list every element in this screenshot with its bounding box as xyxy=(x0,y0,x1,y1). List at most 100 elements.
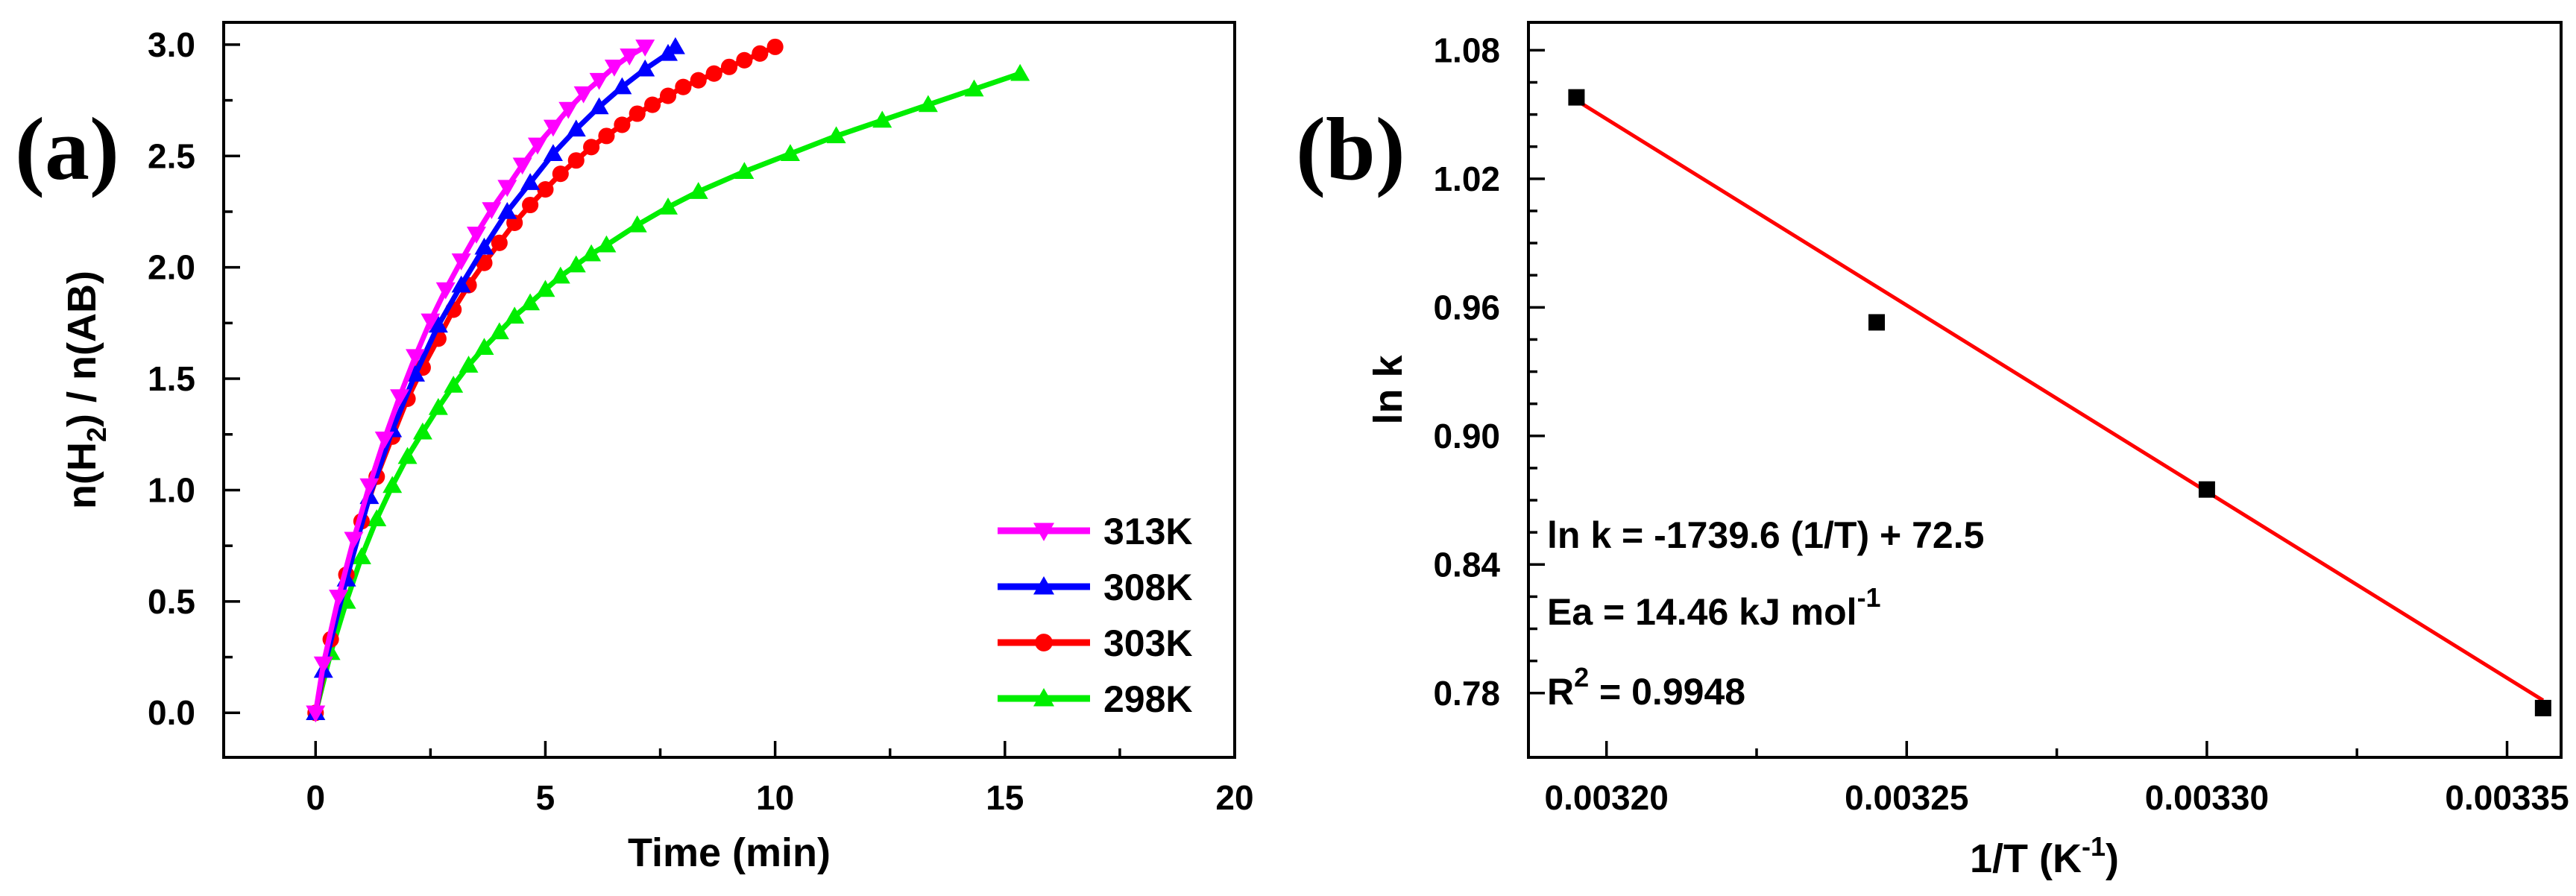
data-point-298K xyxy=(444,376,464,393)
series-line-308K xyxy=(312,45,678,713)
data-point-303K xyxy=(659,87,677,104)
panel-a-legend: 313K 308K 303K 298K xyxy=(998,511,1193,720)
series-298K xyxy=(306,63,1030,720)
data-point-308K xyxy=(543,144,563,162)
data-point-ln-k xyxy=(2534,699,2551,716)
panel-a-x-ticks: 0 5 10 15 20 xyxy=(306,741,1254,817)
panel-b-x-ticks: 0.00320 0.00325 0.00330 0.00335 xyxy=(1545,741,2569,817)
legend-swatch-marker xyxy=(1033,523,1054,541)
panel-a-plot-frame xyxy=(222,21,1236,759)
series-303K xyxy=(307,38,784,722)
data-point-313K xyxy=(635,40,655,57)
data-point-303K xyxy=(583,139,600,156)
panel-a-y-tick-label: 3.0 xyxy=(148,25,195,64)
panel-a-y-tick-label: 2.0 xyxy=(148,248,195,287)
panel-a-x-tick-label: 0 xyxy=(306,778,325,817)
panel-a-x-tick-label: 10 xyxy=(756,778,794,817)
data-point-298K xyxy=(550,266,570,284)
data-point-303K xyxy=(752,45,769,62)
panel-a-y-tick-label: 1.5 xyxy=(148,359,195,398)
legend-entry-308K: 308K xyxy=(998,567,1193,608)
panel-a-y-tick-label: 2.5 xyxy=(148,136,195,175)
data-point-313K xyxy=(543,119,563,137)
data-point-313K xyxy=(512,157,532,175)
legend-swatch-marker xyxy=(1033,688,1054,707)
data-point-303K xyxy=(522,196,539,214)
panel-b-label: (b) xyxy=(1296,99,1405,198)
panel-b-y-tick-label: 1.02 xyxy=(1433,160,1500,198)
panel-a-series xyxy=(306,37,1030,723)
data-point-298K xyxy=(964,79,984,97)
data-point-313K xyxy=(558,101,579,119)
data-point-298K xyxy=(535,280,555,297)
panel-a: (a) 0 5 10 15 20 0.0 0.5 1.0 1.5 2.0 2.5 3.0 Time … xyxy=(15,21,1254,875)
data-point-313K xyxy=(390,389,410,406)
panel-b-y-tick-label: 0.90 xyxy=(1433,417,1500,455)
data-point-ln-k xyxy=(1868,314,1886,331)
data-point-298K xyxy=(826,126,846,144)
panel-a-y-axis-title: n(H2) / n(AB) xyxy=(60,271,112,509)
data-point-313K xyxy=(344,531,364,549)
panel-b-y-ticks: 0.78 0.84 0.90 0.96 1.02 1.08 xyxy=(1433,31,1545,713)
panel-b-x-tick-label: 0.00335 xyxy=(2445,778,2569,817)
data-point-308K xyxy=(520,173,541,190)
panel-a-x-axis-title: Time (min) xyxy=(628,830,831,875)
data-point-298K xyxy=(688,182,708,199)
legend-entry-298K: 298K xyxy=(998,678,1193,720)
data-point-298K xyxy=(397,447,418,464)
legend-swatch-marker xyxy=(1033,576,1054,595)
data-point-298K xyxy=(505,306,525,324)
activation-energy-annotation: Ea = 14.46 kJ mol-1 xyxy=(1547,582,1881,633)
data-point-ln-k xyxy=(1568,89,1585,106)
legend-entry-303K: 303K xyxy=(998,622,1193,664)
data-point-313K xyxy=(527,137,547,155)
panel-a-y-tick-label: 0.0 xyxy=(148,693,195,732)
data-point-303K xyxy=(537,181,554,198)
data-point-298K xyxy=(582,244,602,262)
panel-b-y-tick-label: 0.78 xyxy=(1433,674,1500,713)
data-point-303K xyxy=(552,165,569,183)
data-point-298K xyxy=(566,255,586,273)
panel-b-y-axis-title: ln k xyxy=(1366,355,1411,425)
data-point-298K xyxy=(474,338,494,355)
data-point-313K xyxy=(306,705,326,723)
panel-a-x-tick-label: 20 xyxy=(1215,778,1253,817)
data-point-313K xyxy=(573,86,593,104)
data-point-303K xyxy=(644,96,661,113)
r-squared-annotation: R2 = 0.9948 xyxy=(1547,662,1745,713)
panel-b-x-tick-label: 0.00330 xyxy=(2145,778,2269,817)
panel-b-data-points xyxy=(1568,89,2551,716)
panel-a-y-tick-label: 1.0 xyxy=(148,470,195,509)
data-point-298K xyxy=(351,547,371,564)
panel-b-y-tick-label: 0.96 xyxy=(1433,288,1500,326)
panel-b-x-tick-label: 0.00325 xyxy=(1845,778,1968,817)
data-point-303K xyxy=(766,38,784,55)
data-point-298K xyxy=(596,235,617,253)
data-point-308K xyxy=(566,119,586,137)
data-point-303K xyxy=(491,234,508,251)
data-point-298K xyxy=(872,110,892,128)
data-point-303K xyxy=(720,58,738,75)
legend-label: 308K xyxy=(1103,567,1193,608)
panel-a-x-tick-label: 15 xyxy=(986,778,1024,817)
panel-b: (b) 0.00320 0.00325 0.00330 0.00335 0.78 0.8… xyxy=(1296,21,2569,881)
legend-label: 313K xyxy=(1103,511,1193,552)
data-point-313K xyxy=(467,227,486,244)
data-point-298K xyxy=(520,293,541,311)
panel-b-x-axis-title: 1/T (K-1) xyxy=(1970,831,2119,881)
data-point-313K xyxy=(589,72,609,90)
data-point-298K xyxy=(428,397,448,415)
data-point-313K xyxy=(374,431,394,449)
data-point-298K xyxy=(459,356,479,373)
data-point-308K xyxy=(428,315,448,333)
data-point-298K xyxy=(734,162,755,179)
data-point-313K xyxy=(451,253,471,271)
data-point-308K xyxy=(635,59,655,77)
data-point-298K xyxy=(489,322,509,340)
data-point-303K xyxy=(629,105,646,122)
data-point-298K xyxy=(627,215,647,233)
series-308K xyxy=(306,37,685,720)
data-point-298K xyxy=(658,197,678,215)
data-point-303K xyxy=(598,127,615,145)
